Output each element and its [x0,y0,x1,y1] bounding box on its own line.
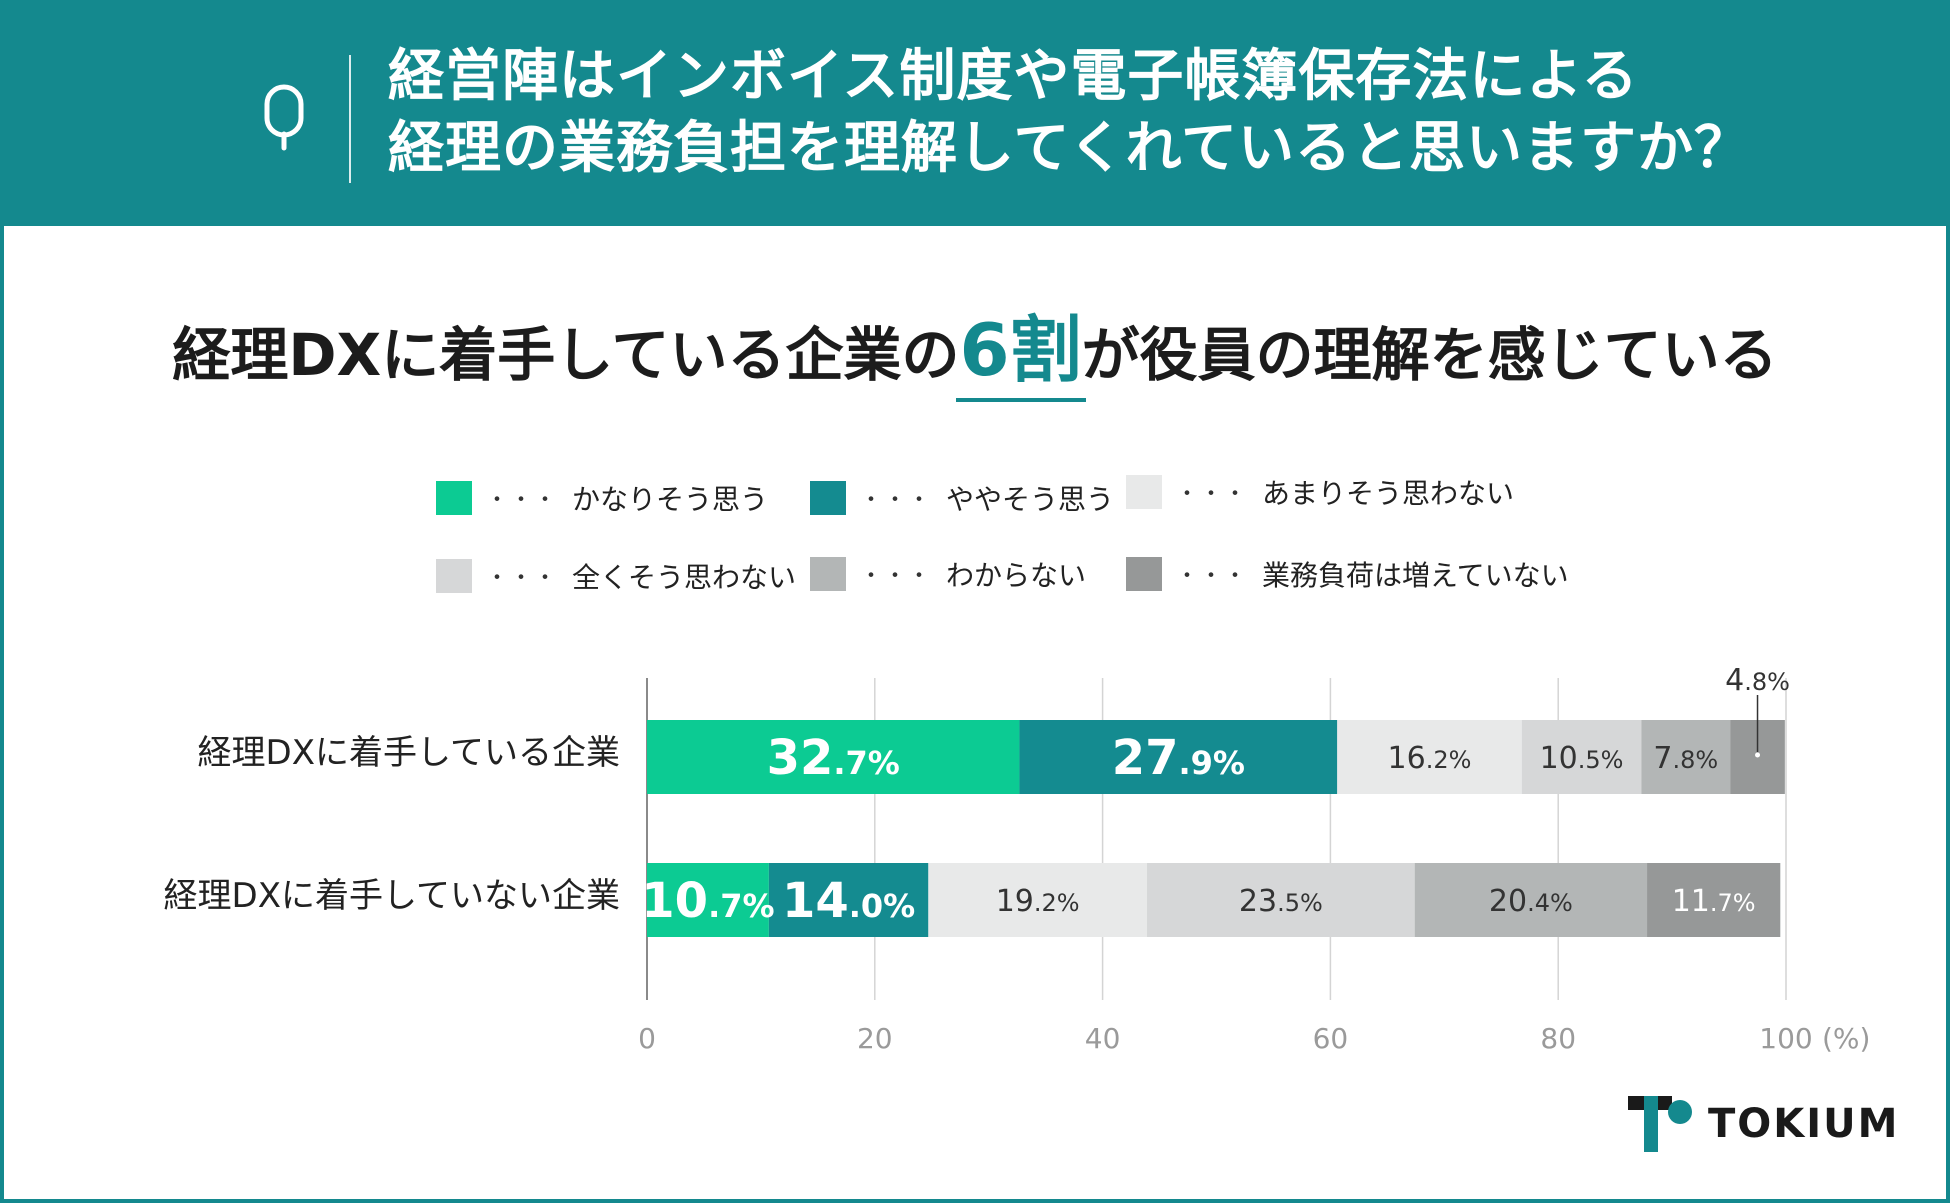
q-letter-icon [264,84,304,151]
bar-segment [647,863,769,937]
legend-dots: ・・・ [486,566,559,591]
data-label-leader-dot [1755,752,1761,758]
legend-swatch [810,557,846,591]
legend-label: かなりそう思う [572,483,769,516]
headline-after: が役員の理解を感じている [1081,321,1778,389]
legend-dots: ・・・ [1176,482,1249,507]
question-line-2: 経理の業務負担を理解してくれていると思いますか？ [388,116,1751,181]
legend-dots: ・・・ [860,564,933,589]
legend-dots: ・・・ [1176,564,1249,589]
x-tick-label: 20 [857,1022,893,1055]
bar-segment [1019,720,1338,794]
legend-dots: ・・・ [860,488,933,513]
bar-segment [1521,720,1642,794]
data-label: 14.0% [782,873,915,929]
row-label-not-started: 経理DXに着手していない企業 [163,876,620,916]
legend-swatch [1126,475,1162,509]
data-label: 32.7% [767,730,900,786]
legend-swatch [810,481,846,515]
header-divider [349,55,351,183]
legend-item-not-much: ・・・ あまりそう思わない [1126,472,1514,512]
legend-label: あまりそう思わない [1262,477,1515,510]
legend-item-no-increase: ・・・ 業務負荷は増えていない [1126,554,1569,594]
legend-label: わからない [946,559,1087,592]
headline-before: 経理DXに着手している企業の [172,321,960,389]
legend-item-unknown: ・・・ わからない [810,554,1086,594]
x-axis-unit: (%) [1822,1022,1870,1055]
bar-segment [1337,720,1522,794]
data-label: 23.5% [1239,884,1323,919]
tokium-logo-text: TOKIUM [1708,1101,1900,1147]
legend-item-strongly-agree: ・・・ かなりそう思う [436,478,768,518]
legend-label: ややそう思う [946,483,1115,516]
headline: 経理DXに着手している企業の6割が役員の理解を感じている [0,308,1950,402]
legend-label: 全くそう思わない [572,561,797,594]
data-label: 7.8% [1653,741,1718,776]
data-label: 10.7% [641,873,774,929]
tokium-logo: TOKIUM [1628,1094,1899,1154]
data-label: 27.9% [1112,730,1245,786]
x-tick-label: 100 [1759,1022,1812,1055]
x-tick-label: 80 [1540,1022,1576,1055]
data-label: 19.2% [996,884,1080,919]
legend-item-somewhat-agree: ・・・ ややそう思う [810,478,1114,518]
legend-label: 業務負荷は増えていない [1262,559,1569,592]
legend-dots: ・・・ [486,488,559,513]
bar-segment [928,863,1148,937]
bar-segment [1147,863,1415,937]
tokium-logo-icon [1628,1096,1692,1152]
x-tick-label: 40 [1085,1022,1121,1055]
question-line-1: 経営陣はインボイス制度や電子帳簿保存法による [388,44,1639,109]
row-label-started: 経理DXに着手している企業 [197,733,620,773]
data-label: 16.2% [1388,741,1472,776]
x-tick-label: 60 [1313,1022,1349,1055]
data-label: 11.7% [1672,884,1756,919]
data-label: 20.4% [1489,884,1573,919]
question-header: 経営陣はインボイス制度や電子帳簿保存法による 経理の業務負担を理解してくれている… [0,0,1950,226]
legend-item-not-at-all: ・・・ 全くそう思わない [436,556,796,596]
bar-segment [1641,720,1731,794]
x-tick-label: 0 [638,1022,656,1055]
data-label: 4.8% [1725,663,1790,698]
legend-swatch [1126,557,1162,591]
bar-segment [1647,863,1781,937]
bar-segment [768,863,929,937]
headline-highlight: 6割 [955,308,1086,402]
data-label: 10.5% [1540,741,1624,776]
legend-swatch [436,481,472,515]
bar-segment [647,720,1020,794]
legend-swatch [436,559,472,593]
stacked-bar-chart: 32.7% 27.9% 16.2% 10.5% 7.8% 4.8% 10.7% 14.0% 19… [638,663,1870,1055]
bar-segment [1414,863,1648,937]
